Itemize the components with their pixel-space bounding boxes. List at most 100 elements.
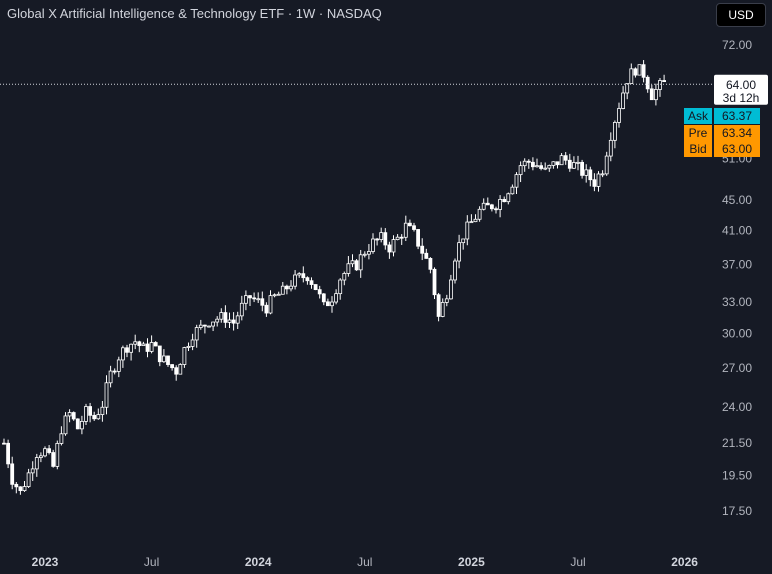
candle-body — [284, 285, 289, 290]
candle-body — [112, 370, 117, 373]
candle-body — [71, 412, 76, 420]
candle-body — [572, 162, 576, 169]
candle-body — [625, 83, 630, 94]
price-tick-label: 37.00 — [722, 257, 752, 271]
candle-body — [133, 341, 138, 345]
candle-body — [178, 364, 183, 375]
candle-body — [358, 254, 363, 271]
price-tick-label: 17.50 — [722, 504, 752, 518]
candle-body — [170, 364, 175, 369]
candle-body — [149, 342, 154, 352]
candle-body — [14, 483, 19, 488]
candle-body — [202, 324, 207, 327]
candle-body — [613, 122, 617, 141]
candle-body — [629, 68, 634, 84]
candle-body — [227, 319, 232, 323]
candle-body — [453, 260, 457, 281]
candle-body — [567, 159, 572, 169]
candle-body — [617, 108, 621, 123]
candle-body — [366, 251, 371, 255]
candle-body — [108, 370, 113, 384]
candle-body — [547, 165, 552, 169]
price-tick-label: 21.50 — [722, 436, 752, 450]
candle-body — [407, 222, 412, 227]
candle-body — [96, 414, 101, 420]
ask-badge: Ask 63.37 — [684, 108, 760, 124]
candle-body — [420, 245, 425, 254]
pre-badge: Pre 63.34 — [684, 125, 760, 141]
candle-body — [137, 341, 142, 346]
candle-body — [350, 260, 355, 265]
price-tick-label: 45.00 — [722, 193, 752, 207]
candle-body — [55, 443, 60, 467]
candle-body — [104, 382, 109, 408]
candle-body — [428, 258, 433, 270]
candle-body — [412, 225, 416, 230]
candle-body — [231, 319, 236, 324]
time-tick-label: Jul — [357, 555, 372, 569]
candle-body — [194, 327, 199, 341]
candle-body — [559, 155, 564, 166]
time-tick-label: Jul — [570, 555, 585, 569]
candle-body — [34, 457, 39, 470]
candle-body — [141, 343, 146, 346]
candle-body — [305, 277, 310, 282]
candle-body — [596, 173, 601, 187]
candle-body — [584, 169, 589, 176]
candle-body — [580, 161, 584, 176]
candle-body — [309, 280, 314, 285]
candle-body — [375, 238, 380, 241]
candle-body — [432, 268, 437, 296]
candle-body — [215, 318, 220, 323]
candle-body — [161, 355, 166, 363]
candle-body — [563, 155, 568, 161]
candle-body — [338, 279, 343, 295]
candle-body — [608, 139, 613, 157]
candle-body — [248, 295, 252, 299]
candle-body — [219, 312, 224, 320]
candle-body — [469, 221, 474, 224]
price-tick-label: 30.00 — [722, 326, 752, 340]
candle-body — [658, 80, 662, 90]
candle-body — [403, 222, 408, 238]
bid-label: Bid — [689, 142, 706, 156]
candles-layer — [2, 60, 666, 495]
candle-body — [47, 448, 51, 453]
candle-body — [325, 301, 330, 307]
candle-body — [166, 355, 170, 365]
candle-body — [592, 179, 597, 187]
candle-body — [264, 304, 269, 314]
price-tick-label: 72.00 — [722, 38, 752, 52]
candle-body — [100, 406, 105, 415]
candle-body — [494, 208, 498, 211]
candle-body — [88, 406, 92, 416]
candle-body — [80, 421, 84, 430]
candle-body — [555, 161, 560, 166]
candle-body — [514, 174, 519, 188]
candle-body — [75, 418, 80, 430]
candle-body — [535, 165, 539, 168]
candle-body — [235, 315, 240, 324]
candle-body — [39, 455, 43, 458]
price-tick-label: 19.50 — [722, 468, 752, 482]
time-tick-label: 2026 — [671, 555, 698, 569]
candle-body — [383, 232, 388, 246]
candle-body — [313, 284, 318, 291]
candle-body — [448, 279, 453, 300]
candle-body — [186, 345, 191, 348]
candle-body — [157, 345, 162, 363]
candle-body — [395, 236, 400, 241]
candle-body — [18, 486, 23, 492]
time-tick-label: 2023 — [32, 555, 59, 569]
currency-button[interactable]: USD — [716, 3, 766, 27]
candle-body — [387, 244, 392, 253]
candle-body — [223, 312, 228, 323]
candle-body — [260, 298, 265, 306]
candle-body — [43, 448, 47, 457]
candle-body — [129, 343, 134, 353]
candle-body — [645, 76, 650, 90]
candle-body — [321, 293, 326, 303]
candle-body — [207, 325, 211, 328]
